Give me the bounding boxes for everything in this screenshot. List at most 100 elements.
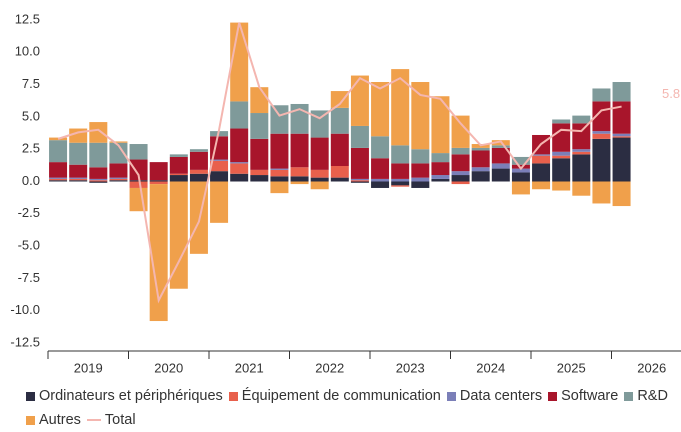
- legend-item: Total: [86, 410, 136, 430]
- bar-segment: [371, 178, 390, 182]
- bar-segment: [230, 101, 249, 129]
- bar-segment: [330, 133, 349, 166]
- bar-segment: [89, 180, 108, 182]
- y-tick-label: 0.0: [22, 173, 40, 188]
- bar-segment: [169, 175, 188, 182]
- bar-segment: [431, 162, 450, 176]
- bar-segment: [149, 180, 168, 182]
- bar-segment: [391, 185, 410, 187]
- bar-segment: [189, 169, 208, 174]
- bar-segment: [532, 154, 551, 156]
- bar-segment: [230, 173, 249, 182]
- bar-segment: [350, 180, 369, 182]
- bar-segment: [49, 140, 68, 163]
- bar-segment: [552, 151, 571, 156]
- bar-segment: [270, 133, 289, 169]
- bar-segment: [250, 138, 269, 170]
- bar-segment: [471, 167, 490, 172]
- bar-segment: [89, 181, 108, 183]
- y-tick-label: -7.5: [18, 270, 40, 285]
- y-tick-label: 5.0: [22, 108, 40, 123]
- bar-segment: [330, 165, 349, 178]
- bar-segment: [169, 154, 188, 157]
- bar-segment: [572, 181, 591, 196]
- bar-segment: [411, 181, 430, 188]
- bar-segment: [129, 159, 148, 181]
- bar-segment: [491, 168, 510, 182]
- bar-segment: [149, 181, 168, 185]
- y-tick-label: 2.5: [22, 141, 40, 156]
- bar-segment: [491, 145, 510, 148]
- bar-segment: [270, 168, 289, 170]
- chart: 12.5 10.0 7.5 5.0 2.5 0.0 -2.5 -5.0 -7.5 -10.0 -12…: [10, 11, 681, 375]
- bar-segment: [350, 178, 369, 181]
- bar-segment: [210, 171, 229, 182]
- bar-segment: [69, 177, 88, 179]
- bar-segment: [451, 115, 470, 148]
- bar-segment: [210, 159, 229, 161]
- bar-segment: [350, 147, 369, 179]
- bar-segment: [310, 137, 329, 170]
- bar-segment: [290, 167, 309, 177]
- bar-segment: [69, 142, 88, 165]
- x-tick-label: 2021: [235, 360, 264, 375]
- bar-segment: [552, 158, 571, 182]
- bar-segment: [310, 181, 329, 190]
- bar-segment: [69, 164, 88, 178]
- legend-swatch: [26, 391, 35, 401]
- bar-segment: [612, 82, 631, 102]
- bar-segment: [511, 172, 530, 182]
- legend-item: Autres: [26, 410, 81, 430]
- bar-segment: [350, 75, 369, 126]
- bar-segment: [592, 138, 611, 182]
- bar-segment: [471, 150, 490, 168]
- bar-segment: [69, 178, 88, 181]
- bar-segment: [169, 156, 188, 174]
- y-tick-label: -10.0: [10, 302, 40, 317]
- bar-segment: [511, 181, 530, 195]
- legend-swatch: [446, 391, 456, 401]
- bar-segment: [491, 147, 510, 164]
- bar-segment: [49, 137, 68, 141]
- bar-segment: [592, 181, 611, 204]
- bar-segment: [471, 171, 490, 182]
- legend: Ordinateurs et périphériques Équipement d…: [26, 386, 676, 430]
- legend-swatch: [86, 419, 101, 421]
- legend-swatch: [548, 391, 558, 401]
- bar-segment: [491, 163, 510, 169]
- y-tick-label: 7.5: [22, 76, 40, 91]
- bar-segment: [189, 173, 208, 182]
- bar-segment: [592, 131, 611, 134]
- bar-segment: [451, 154, 470, 172]
- bar-segment: [189, 151, 208, 170]
- bar-segment: [89, 142, 108, 168]
- bar-segment: [350, 125, 369, 148]
- bar-segment: [310, 177, 329, 182]
- bar-segment: [552, 123, 571, 152]
- bar-segment: [49, 162, 68, 178]
- bar-segment: [330, 91, 349, 108]
- bar-segment: [149, 184, 168, 322]
- bar-segment: [371, 82, 390, 137]
- end-label: 5.8: [662, 86, 680, 101]
- bar-segment: [572, 123, 591, 150]
- x-tick-label: 2023: [396, 360, 425, 375]
- bar-segment: [129, 181, 148, 188]
- bar-segment: [391, 178, 410, 182]
- legend-label: Ordinateurs et périphériques: [39, 388, 223, 404]
- bar-segment: [552, 155, 571, 159]
- bar-segment: [552, 119, 571, 124]
- bar-segment: [572, 149, 591, 152]
- bar-segment: [431, 175, 450, 179]
- bar-segment: [592, 88, 611, 102]
- bar-segment: [592, 133, 611, 139]
- bar-segment: [129, 187, 148, 212]
- bar-segment: [49, 178, 68, 181]
- bar-segment: [411, 82, 430, 150]
- bar-segment: [109, 177, 128, 179]
- legend-swatch: [228, 391, 238, 401]
- bar-segment: [371, 158, 390, 179]
- legend-label: Autres: [39, 412, 81, 428]
- bar-segment: [371, 181, 390, 188]
